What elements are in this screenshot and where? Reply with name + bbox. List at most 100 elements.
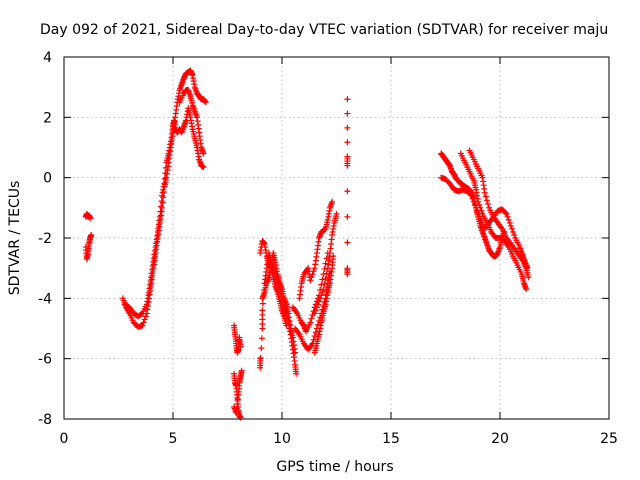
data-point [511,231,518,238]
x-tick-label: 0 [60,431,69,447]
data-point [316,298,323,305]
data-point [333,210,340,217]
axis-tick-labels: 0 5 10 15 20 25 -8 -6 -4 -2 0 2 4 [38,50,618,447]
data-point [321,281,328,288]
data-point [510,228,517,235]
x-tick-label: 10 [273,431,291,447]
data-point [481,189,488,196]
data-point [478,207,485,214]
data-point [317,295,324,302]
data-point [313,304,320,311]
y-axis-label: SDTVAR / TECUs [7,181,23,296]
data-point [157,208,164,215]
data-point [482,193,489,200]
data-point [158,203,165,210]
data-point [142,313,149,320]
data-point [330,253,337,260]
data-point [344,188,351,195]
y-tick-label: -6 [38,352,52,368]
data-point [310,336,317,343]
data-point [259,307,266,314]
data-point [323,270,330,277]
data-point [507,222,514,229]
data-point [158,198,165,205]
data-point [319,276,326,283]
data-point [475,198,482,205]
y-tick-label: -4 [38,291,52,307]
data-point [322,275,329,282]
data-point [200,164,207,171]
y-tick-label: 2 [43,110,52,126]
data-point [329,198,336,205]
data-point [344,162,351,169]
data-point [314,321,321,328]
data-point [314,301,321,308]
data-point [138,311,145,318]
data-point [318,292,325,299]
y-tick-label: -2 [38,231,52,247]
data-point [310,268,317,275]
data-point [506,219,513,226]
data-point [485,201,492,208]
data-point [468,192,475,199]
data-point [139,322,146,329]
data-point [258,345,265,352]
data-point [258,335,265,342]
data-point [161,175,168,182]
data-point [483,197,490,204]
x-tick-label: 25 [600,431,618,447]
series-sdtvar [82,67,532,421]
data-point [311,310,318,317]
data-point [320,271,327,278]
x-axis-label: GPS time / hours [276,459,393,475]
data-point [87,215,94,222]
chart-title: Day 092 of 2021, Sidereal Day-to-day VTE… [40,22,608,38]
data-point [200,150,207,157]
data-point [311,333,318,340]
data-point [307,319,314,326]
y-tick-label: 0 [43,171,52,187]
data-point [140,319,147,326]
data-point [319,289,326,296]
data-point [257,354,264,361]
data-point [467,191,474,198]
x-tick-label: 15 [382,431,400,447]
data-point [259,300,266,307]
data-point [477,204,484,211]
data-point [292,349,299,356]
data-point [257,364,264,371]
data-point [141,316,148,323]
data-point [237,343,244,350]
data-point [309,271,316,278]
data-point [162,164,169,171]
data-point [321,226,328,233]
data-point [322,260,329,267]
data-point [344,110,351,117]
data-point [525,274,532,281]
data-point [508,225,515,232]
data-point [321,265,328,272]
data-point [320,286,327,293]
data-point [238,367,245,374]
data-point [283,322,290,329]
grid-lines [64,57,609,419]
data-point [312,307,319,314]
y-tick-label: 4 [43,50,52,66]
data-point [202,99,209,106]
x-tick-label: 5 [169,431,178,447]
data-point [502,209,509,216]
data-point [344,124,351,131]
data-point [88,231,95,238]
data-point [505,216,512,223]
data-point [308,274,315,281]
data-point [162,170,169,177]
data-point [344,213,351,220]
data-point [161,180,168,187]
data-point [476,201,483,208]
data-point [344,239,351,246]
data-point [523,286,530,293]
axis-ticks [63,56,610,420]
data-point [312,329,319,336]
data-point [156,213,163,220]
